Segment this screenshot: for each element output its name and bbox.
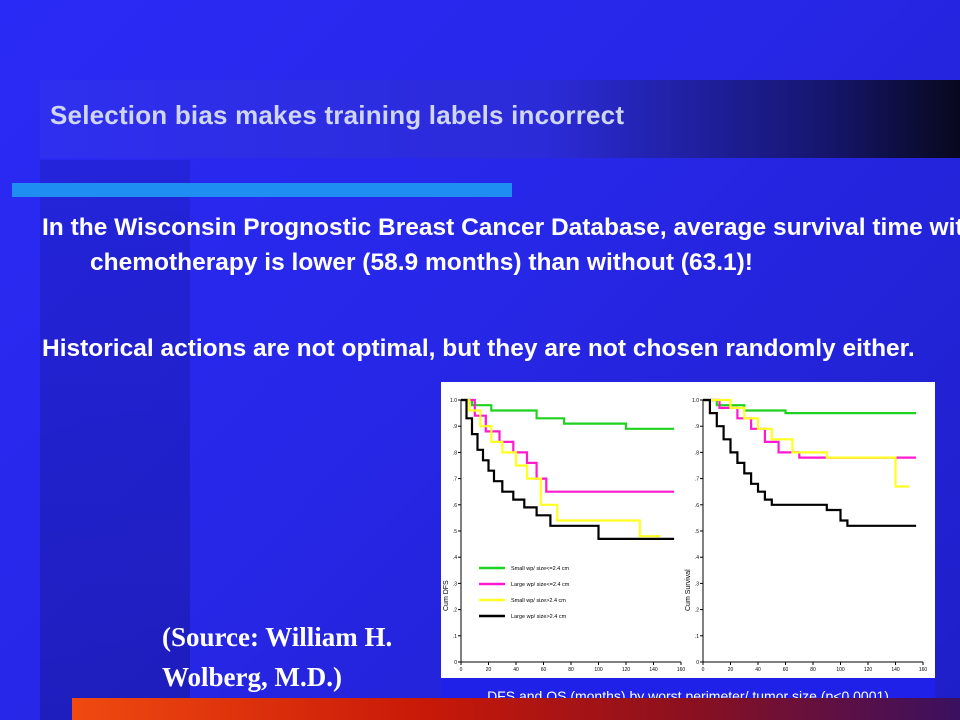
legend-label: Large wp/ size>2.4 cm xyxy=(511,614,567,620)
x-tick-label: 0 xyxy=(460,667,463,673)
y-tick-label: .9 xyxy=(695,424,699,430)
x-tick-label: 60 xyxy=(783,667,789,673)
x-tick-label: 160 xyxy=(677,667,686,673)
x-tick-label: 20 xyxy=(486,667,492,673)
survival-chart-figure: DFS and OS (months) by worst perimeter/ … xyxy=(441,382,935,712)
bottom-bar xyxy=(72,698,960,720)
y-tick-label: 0 xyxy=(454,660,457,666)
x-tick-label: 60 xyxy=(541,667,547,673)
x-tick-label: 140 xyxy=(891,667,900,673)
y-tick-label: 0 xyxy=(696,660,699,666)
y-tick-label: .9 xyxy=(453,424,457,430)
y-tick-label: .5 xyxy=(695,529,699,535)
y-tick-label: .6 xyxy=(695,503,699,509)
x-tick-label: 20 xyxy=(728,667,734,673)
y-tick-label: .5 xyxy=(453,529,457,535)
y-tick-label: 1.0 xyxy=(450,398,457,404)
legend-label: Small wp/ size<=2.4 cm xyxy=(511,566,569,572)
series-line xyxy=(461,398,675,430)
series-line xyxy=(703,398,910,488)
series-line xyxy=(703,398,917,527)
y-tick-label: .2 xyxy=(453,608,457,614)
accent-line xyxy=(12,183,512,197)
bullet-historical-actions: Historical actions are not optimal, but … xyxy=(42,335,915,362)
x-tick-label: 100 xyxy=(836,667,845,673)
y-tick-label: .1 xyxy=(453,634,457,640)
x-tick-label: 120 xyxy=(622,667,631,673)
x-tick-label: 40 xyxy=(513,667,519,673)
figure-background xyxy=(441,382,935,712)
y-tick-label: .4 xyxy=(453,555,457,561)
chart-panel-left: 0 .1 .2 .3 .4 .5 .6 .7 .8 .9 1.0 0 20 40 60 80 100 120 140… xyxy=(443,398,685,673)
y-tick-label: .4 xyxy=(695,555,699,561)
x-tick-label: 160 xyxy=(919,667,928,673)
x-tick-label: 80 xyxy=(568,667,574,673)
y-tick-label: .7 xyxy=(695,477,699,483)
x-tick-label: 80 xyxy=(810,667,816,673)
y-tick-label: .3 xyxy=(695,581,699,587)
chart-panel-right: 0 .1 .2 .3 .4 .5 .6 .7 .8 .9 1.0 0 20 40 60 80 100 120 140… xyxy=(685,398,927,673)
y-tick-label: .6 xyxy=(453,503,457,509)
source-citation: (Source: William H. Wolberg, M.D.) xyxy=(162,622,393,692)
legend-label: Large wp/ size<=2.4 cm xyxy=(511,582,570,588)
y-tick-label: 1.0 xyxy=(692,398,699,404)
x-tick-label: 140 xyxy=(649,667,658,673)
y-tick-label: .7 xyxy=(453,477,457,483)
y-tick-label: .2 xyxy=(695,608,699,614)
legend-label: Small wp/ size>2.4 cm xyxy=(511,598,566,604)
slide-title: Selection bias makes training labels inc… xyxy=(50,100,625,130)
series-line xyxy=(461,398,661,538)
y-axis-label: Cum DFS xyxy=(443,580,450,611)
title-bar xyxy=(40,80,960,158)
x-tick-label: 100 xyxy=(594,667,603,673)
x-tick-label: 120 xyxy=(864,667,873,673)
y-tick-label: .1 xyxy=(695,634,699,640)
series-line xyxy=(461,398,675,540)
x-tick-label: 40 xyxy=(755,667,761,673)
y-tick-label: .8 xyxy=(695,450,699,456)
side-band xyxy=(40,160,190,720)
y-tick-label: .3 xyxy=(453,581,457,587)
x-tick-label: 0 xyxy=(702,667,705,673)
bullet-chemotherapy-survival: In the Wisconsin Prognostic Breast Cance… xyxy=(42,214,960,276)
y-tick-label: .8 xyxy=(453,450,457,456)
y-axis-label: Cum Survival xyxy=(685,569,692,611)
